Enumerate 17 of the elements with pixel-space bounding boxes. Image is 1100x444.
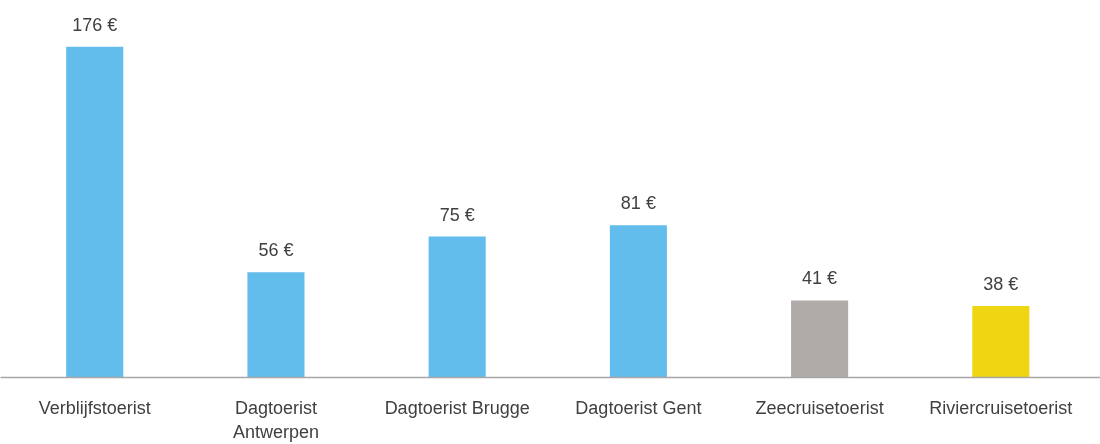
bar [428,236,486,378]
bar [972,306,1030,378]
data-label: 38 € [983,274,1019,295]
data-label: 75 € [439,204,475,225]
data-label: 41 € [802,268,838,289]
x-tick-label: Dagtoerist Antwerpen [232,397,319,442]
bar [66,46,124,378]
x-tick-label: Dagtoerist Gent [575,397,702,418]
bar [247,272,305,378]
data-label: 56 € [258,240,294,261]
bar [609,225,667,378]
x-tick-label: Verblijfstoerist [38,397,151,418]
x-tick-label: Riviercruisetoerist [929,397,1073,418]
x-tick-label: Dagtoerist Brugge [384,397,530,418]
x-tick-label: Zeecruisetoerist [755,397,884,418]
data-label: 176 € [72,14,118,35]
data-label: 81 € [620,193,656,214]
